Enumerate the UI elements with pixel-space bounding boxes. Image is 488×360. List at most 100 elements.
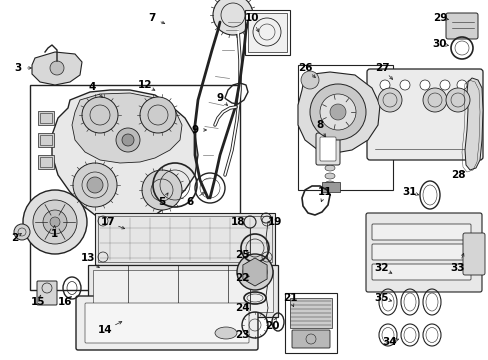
Ellipse shape <box>325 181 334 187</box>
Bar <box>244 10 289 55</box>
Circle shape <box>142 170 182 210</box>
Circle shape <box>309 84 365 140</box>
Circle shape <box>73 163 117 207</box>
Text: 22: 22 <box>234 273 249 283</box>
Text: 4: 4 <box>88 82 96 92</box>
FancyBboxPatch shape <box>365 213 481 292</box>
Circle shape <box>379 80 389 90</box>
Text: 15: 15 <box>31 297 45 307</box>
Bar <box>98 216 271 262</box>
Ellipse shape <box>325 173 334 179</box>
Text: 33: 33 <box>450 263 464 273</box>
Circle shape <box>14 224 30 240</box>
Polygon shape <box>72 93 182 163</box>
Bar <box>30 85 240 290</box>
Circle shape <box>419 80 429 90</box>
FancyBboxPatch shape <box>85 303 248 343</box>
FancyBboxPatch shape <box>366 69 482 160</box>
FancyBboxPatch shape <box>291 330 329 348</box>
Bar <box>40 113 52 123</box>
Ellipse shape <box>325 149 334 155</box>
Text: 14: 14 <box>98 325 112 335</box>
Circle shape <box>213 0 252 35</box>
Text: 16: 16 <box>58 297 72 307</box>
FancyBboxPatch shape <box>462 233 484 275</box>
FancyBboxPatch shape <box>371 224 470 240</box>
Polygon shape <box>297 72 379 153</box>
Circle shape <box>422 88 446 112</box>
Text: 24: 24 <box>234 303 249 313</box>
Polygon shape <box>52 90 198 222</box>
Bar <box>289 298 331 328</box>
FancyBboxPatch shape <box>315 133 339 165</box>
Bar <box>285 293 336 353</box>
Circle shape <box>243 260 266 284</box>
Text: 27: 27 <box>374 63 388 73</box>
FancyBboxPatch shape <box>371 244 470 260</box>
Text: 5: 5 <box>158 197 165 207</box>
Ellipse shape <box>325 165 334 171</box>
Text: 6: 6 <box>186 197 193 207</box>
Text: 2: 2 <box>11 233 19 243</box>
Text: 35: 35 <box>374 293 388 303</box>
Circle shape <box>237 254 272 290</box>
FancyBboxPatch shape <box>76 296 258 350</box>
FancyBboxPatch shape <box>445 13 477 39</box>
Text: 10: 10 <box>244 13 259 23</box>
Circle shape <box>43 210 67 234</box>
Bar <box>247 13 286 52</box>
Text: 13: 13 <box>81 253 95 263</box>
Circle shape <box>329 104 346 120</box>
FancyBboxPatch shape <box>371 264 470 280</box>
Bar <box>95 213 274 265</box>
Circle shape <box>140 97 176 133</box>
Ellipse shape <box>215 327 237 339</box>
Text: 21: 21 <box>282 293 297 303</box>
Circle shape <box>122 134 134 146</box>
Text: 11: 11 <box>317 187 331 197</box>
Text: 7: 7 <box>148 13 155 23</box>
Text: 26: 26 <box>297 63 312 73</box>
Circle shape <box>377 88 401 112</box>
Text: 1: 1 <box>50 229 58 239</box>
Circle shape <box>456 80 466 90</box>
Text: 9: 9 <box>216 93 223 103</box>
Text: 23: 23 <box>234 330 249 340</box>
Circle shape <box>116 128 140 152</box>
Ellipse shape <box>325 157 334 163</box>
Circle shape <box>439 80 449 90</box>
Text: 34: 34 <box>382 337 397 347</box>
FancyBboxPatch shape <box>88 265 278 317</box>
Text: 29: 29 <box>432 13 446 23</box>
Polygon shape <box>243 258 266 286</box>
Text: 20: 20 <box>264 321 279 331</box>
Text: 19: 19 <box>267 217 282 227</box>
Bar <box>321 182 339 192</box>
Text: 25: 25 <box>234 250 249 260</box>
FancyBboxPatch shape <box>93 270 272 312</box>
Polygon shape <box>32 52 82 85</box>
Text: 30: 30 <box>432 39 447 49</box>
Circle shape <box>319 94 355 130</box>
Polygon shape <box>464 78 482 170</box>
Circle shape <box>82 97 118 133</box>
Bar <box>40 157 52 167</box>
Text: 32: 32 <box>374 263 388 273</box>
Text: 17: 17 <box>101 217 115 227</box>
Text: 12: 12 <box>138 80 152 90</box>
Circle shape <box>50 217 60 227</box>
Circle shape <box>399 80 409 90</box>
Text: 3: 3 <box>14 63 21 73</box>
Circle shape <box>33 200 77 244</box>
Circle shape <box>50 61 64 75</box>
Text: 18: 18 <box>230 217 245 227</box>
Text: 9: 9 <box>191 125 198 135</box>
Text: 28: 28 <box>450 170 464 180</box>
Bar <box>38 155 54 169</box>
FancyBboxPatch shape <box>319 137 335 161</box>
FancyBboxPatch shape <box>37 281 57 305</box>
Text: 31: 31 <box>402 187 416 197</box>
Text: 8: 8 <box>316 120 323 130</box>
Bar <box>297 65 392 190</box>
Circle shape <box>301 71 318 89</box>
